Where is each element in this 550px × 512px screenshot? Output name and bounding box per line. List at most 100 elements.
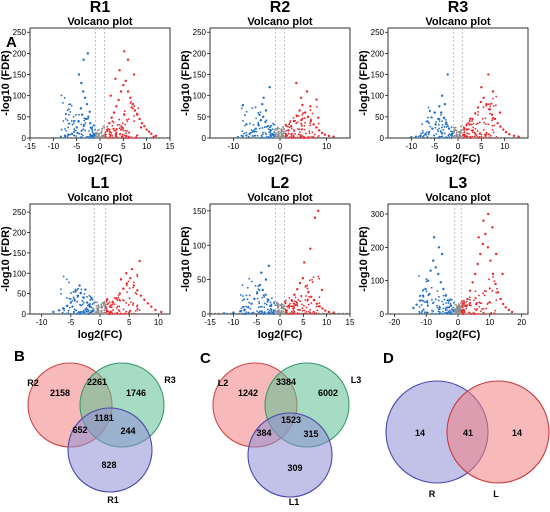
cloud-point — [74, 288, 77, 291]
cloud-point — [452, 306, 455, 309]
cloud-point — [252, 123, 255, 126]
cloud-point — [420, 299, 423, 302]
cloud-point — [259, 111, 262, 114]
point-down — [88, 305, 92, 308]
cloud-point — [80, 310, 82, 313]
plot-frame — [29, 27, 171, 139]
y-tick-label: 50 — [17, 290, 26, 299]
cloud-point — [420, 132, 422, 135]
cloud-point — [417, 135, 420, 138]
point-down — [447, 299, 450, 302]
cloud-point — [306, 298, 309, 301]
point-down — [259, 119, 263, 122]
x-axis-label: log2(FC) — [78, 329, 123, 341]
point-down — [254, 127, 257, 130]
point-down — [450, 132, 454, 135]
point-up — [304, 111, 307, 114]
cloud-point — [91, 298, 94, 301]
cloud-point — [260, 310, 263, 313]
point-up — [482, 219, 485, 222]
cloud-point — [445, 309, 448, 311]
cloud-point — [299, 300, 302, 303]
cloud-point — [449, 302, 452, 305]
cloud-point — [258, 310, 261, 313]
cloud-point — [302, 112, 305, 114]
cloud-point — [122, 299, 125, 302]
cloud-point — [463, 311, 466, 314]
cloud-point — [288, 307, 291, 309]
cloud-point — [455, 305, 458, 307]
point-up — [147, 130, 151, 133]
point-down — [261, 288, 264, 292]
point-up — [466, 297, 469, 301]
point-down — [78, 284, 81, 287]
point-up — [471, 281, 474, 284]
point-up — [150, 305, 153, 308]
point-up — [318, 305, 321, 308]
cloud-point — [104, 131, 107, 133]
cloud-point — [60, 135, 62, 138]
cloud-point — [478, 294, 480, 297]
cloud-point — [98, 128, 100, 131]
cloud-point — [87, 309, 90, 312]
cloud-point — [267, 308, 269, 311]
point-down — [232, 311, 235, 314]
cloud-point — [428, 109, 431, 112]
point-down — [268, 86, 271, 89]
cloud-point — [304, 299, 307, 301]
point-up — [309, 247, 312, 250]
point-up — [485, 102, 488, 106]
cloud-point — [469, 298, 471, 301]
point-up — [504, 130, 508, 134]
point-up — [476, 262, 479, 266]
x-tick-label: 10 — [322, 318, 331, 327]
cloud-point — [290, 310, 293, 313]
cloud-point — [265, 119, 268, 122]
cloud-point — [83, 293, 86, 295]
cloud-point — [288, 132, 290, 135]
cloud-point — [81, 300, 84, 302]
point-up — [463, 304, 467, 307]
cloud-point — [482, 307, 485, 310]
cloud-point — [70, 292, 72, 295]
point-down — [82, 124, 86, 127]
cloud-point — [495, 299, 498, 302]
point-down — [258, 283, 262, 287]
cloud-point — [106, 303, 109, 306]
cloud-point — [70, 104, 73, 107]
cloud-point — [477, 113, 479, 116]
cloud-point — [450, 130, 452, 133]
cloud-point — [482, 311, 485, 314]
cloud-point — [241, 299, 244, 302]
cloud-point — [120, 125, 123, 127]
cloud-point — [256, 134, 259, 137]
cloud-point — [442, 128, 445, 131]
cloud-point — [70, 120, 73, 122]
cloud-point — [298, 128, 301, 131]
cloud-point — [450, 308, 453, 311]
cloud-point — [443, 132, 446, 135]
point-up — [498, 111, 502, 114]
cloud-point — [74, 129, 77, 132]
cloud-point — [494, 309, 497, 312]
cloud-point — [293, 130, 296, 133]
cloud-point — [473, 135, 476, 138]
cloud-point — [86, 308, 89, 311]
cloud-point — [261, 305, 263, 308]
cloud-point — [249, 307, 252, 310]
cloud-point — [484, 123, 487, 125]
point-up — [112, 111, 116, 114]
point-up — [138, 117, 141, 121]
cloud-point — [112, 312, 115, 315]
venn-count-bc: 315 — [303, 429, 318, 439]
cloud-point — [469, 118, 471, 121]
cloud-point — [462, 299, 465, 302]
cloud-point — [448, 133, 451, 136]
plot-title: Volcano plot — [425, 192, 491, 204]
cloud-point — [422, 308, 425, 311]
cloud-point — [262, 294, 265, 297]
cloud-point — [443, 298, 446, 301]
venn-count-abc: 1523 — [281, 415, 301, 425]
plot-label: L2 — [271, 175, 290, 192]
cloud-point — [60, 292, 62, 295]
